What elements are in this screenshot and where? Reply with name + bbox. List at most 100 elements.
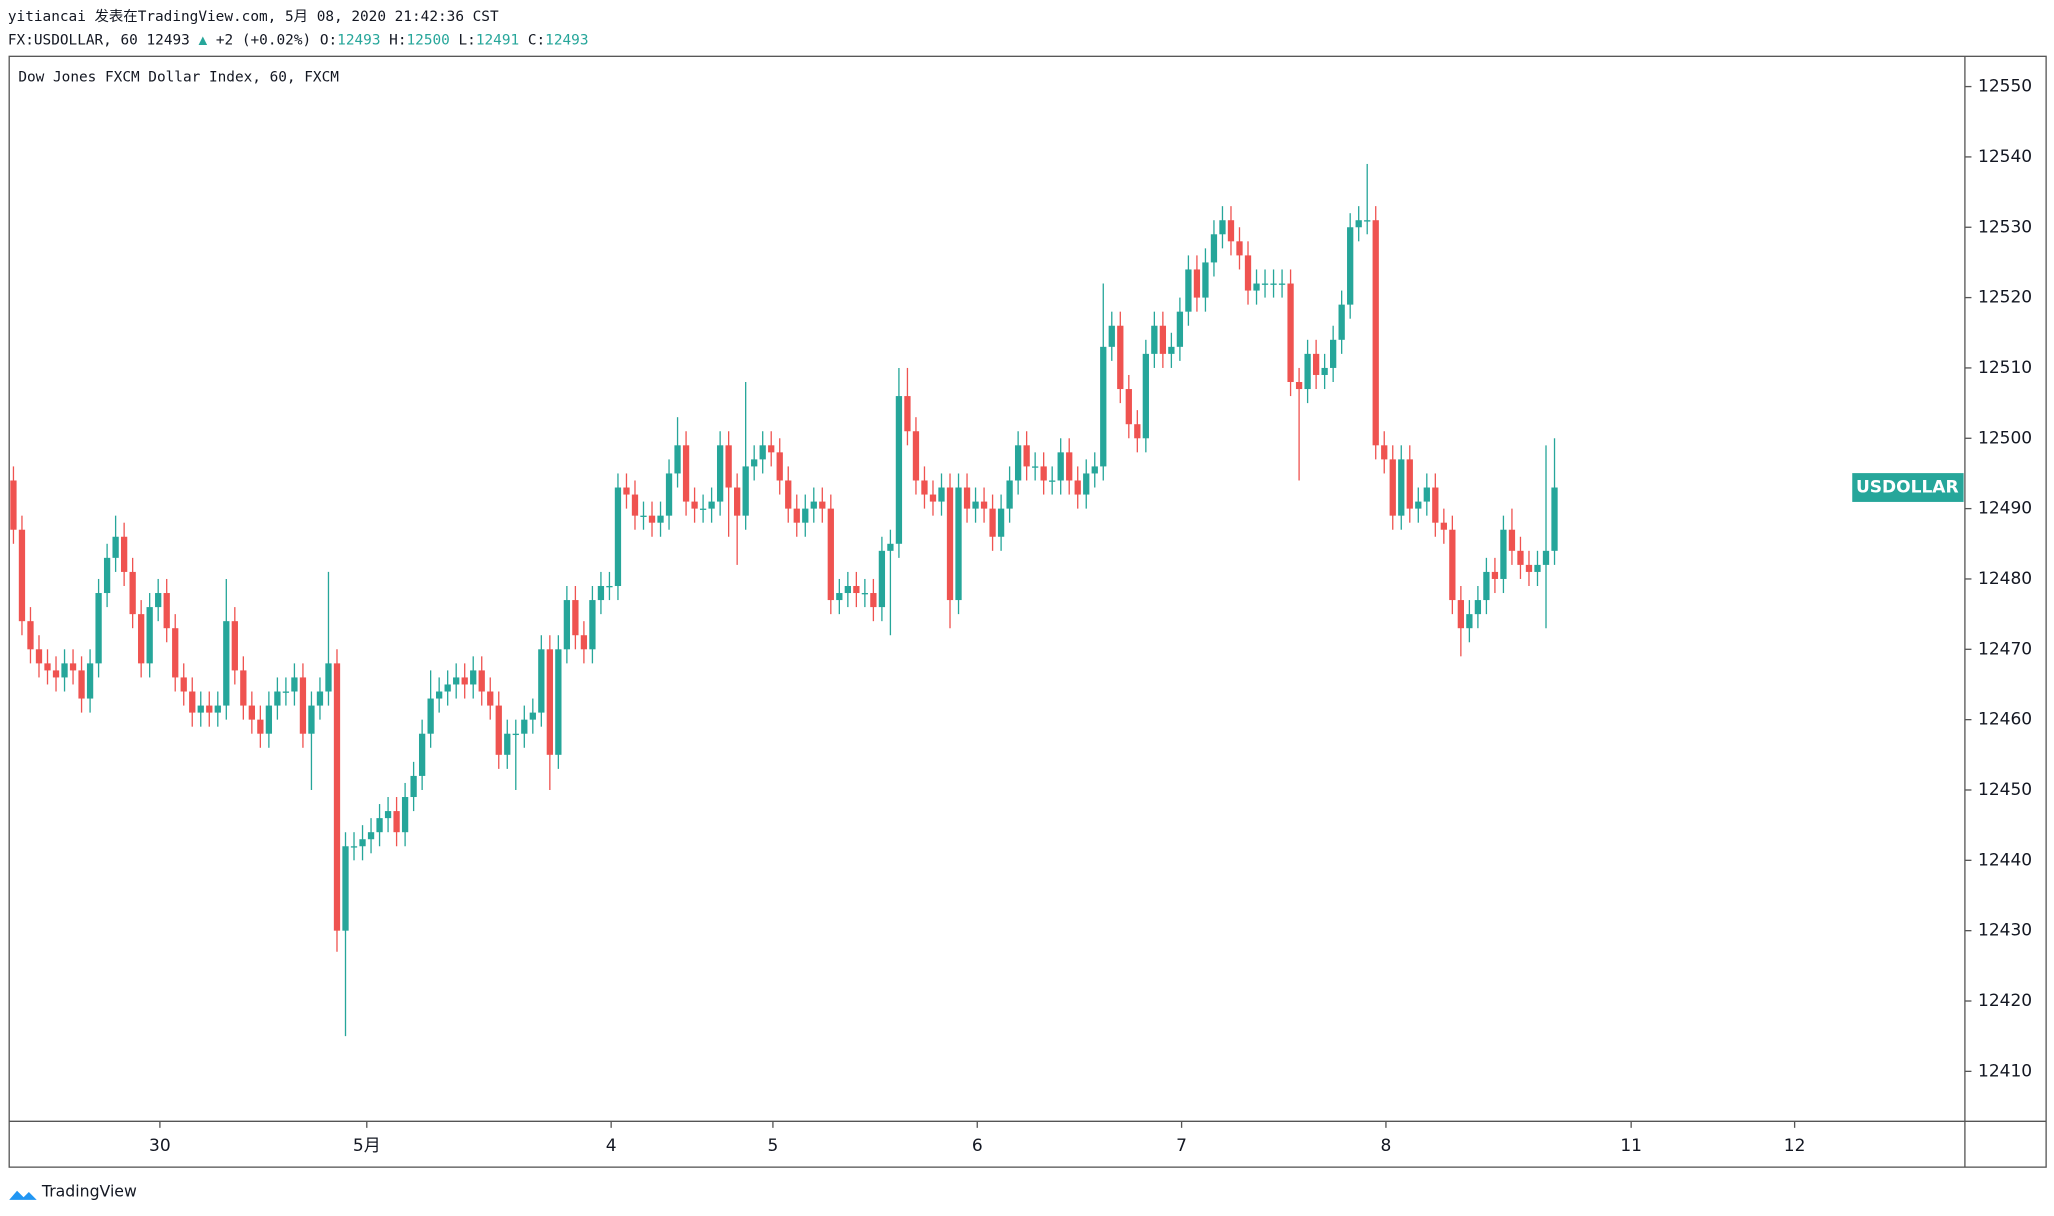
frame xyxy=(8,55,2047,1168)
y-tick-label: 12530 xyxy=(1978,217,2032,237)
candle-body xyxy=(546,649,553,755)
candle-body xyxy=(1236,241,1243,256)
candle-body xyxy=(129,571,136,615)
candle-body xyxy=(1202,262,1209,298)
candle-body xyxy=(1517,550,1524,565)
chart-title: Dow Jones FXCM Dollar Index, 60, FXCM xyxy=(18,69,339,85)
candle-body xyxy=(1066,452,1073,481)
candle-body xyxy=(504,733,511,755)
candle-body xyxy=(521,719,528,734)
last-price: 12493 xyxy=(147,33,190,49)
candle-body xyxy=(470,670,477,685)
candle-body xyxy=(1253,283,1260,291)
candle-body xyxy=(282,691,290,693)
candle-body xyxy=(1372,220,1379,446)
candle-body xyxy=(887,543,894,551)
candle-body xyxy=(512,733,519,736)
candle-body xyxy=(589,600,596,650)
candle-body xyxy=(495,705,502,755)
y-tick-label: 12440 xyxy=(1978,850,2032,870)
candle-body xyxy=(333,663,341,931)
candle-body xyxy=(1483,571,1490,601)
x-tick-label: 4 xyxy=(606,1136,617,1156)
candle-body xyxy=(1185,269,1192,312)
candle-body xyxy=(78,670,85,699)
candle-body xyxy=(146,607,153,664)
candle-body xyxy=(103,557,111,594)
candle-body xyxy=(478,670,485,692)
candle-body xyxy=(1440,522,1447,530)
candle-body xyxy=(529,712,536,720)
candle-body xyxy=(86,663,94,699)
candle-body xyxy=(699,508,707,510)
candle-body xyxy=(606,585,613,588)
candle-body xyxy=(1023,445,1030,467)
candle-body xyxy=(946,487,954,601)
candle-body xyxy=(1508,529,1516,551)
candle-body xyxy=(231,621,238,671)
series-label: USDOLLAR xyxy=(1856,478,1959,498)
candle-body xyxy=(1500,529,1507,579)
candle-body xyxy=(665,473,673,516)
candle-body xyxy=(240,670,247,706)
candle-body xyxy=(1108,325,1115,347)
high-label: H: xyxy=(389,33,406,49)
logo-icon xyxy=(9,1190,37,1200)
candle-body xyxy=(921,480,928,495)
candle-body xyxy=(580,635,588,650)
candle-body xyxy=(197,705,204,713)
x-tick-label: 5月 xyxy=(353,1136,381,1156)
candle-body xyxy=(759,445,766,460)
candle-body xyxy=(980,501,988,509)
x-tick-label: 11 xyxy=(1620,1136,1642,1156)
arrow: ▲ xyxy=(199,33,208,49)
open-value: 12493 xyxy=(337,33,380,49)
candle-body xyxy=(1534,564,1541,572)
brand: TradingView xyxy=(41,1182,137,1201)
y-tick-label: 12490 xyxy=(1978,499,2032,519)
candle-body xyxy=(1525,564,1533,572)
candle-body xyxy=(955,487,962,601)
candle-body xyxy=(316,691,324,706)
candle-body xyxy=(453,677,460,685)
candle-body xyxy=(1432,487,1439,523)
close-value: 12493 xyxy=(545,33,588,49)
candle-body xyxy=(120,536,128,572)
candle-body xyxy=(257,719,264,734)
candle-body xyxy=(401,797,409,833)
candle-body xyxy=(1091,466,1098,474)
candle-body xyxy=(674,445,681,474)
candle-body xyxy=(1057,452,1064,481)
candle-body xyxy=(716,445,724,502)
candle-body xyxy=(572,600,579,636)
candle-body xyxy=(427,698,434,734)
candle-body xyxy=(1032,466,1039,468)
candle-body xyxy=(989,508,996,537)
candle-body xyxy=(810,501,817,509)
candle-body xyxy=(350,846,358,848)
candle-body xyxy=(1355,220,1362,228)
candle-body xyxy=(342,846,349,931)
candle-body xyxy=(274,691,281,706)
candle-body xyxy=(180,677,187,692)
candle-body xyxy=(444,684,451,692)
low-value: 12491 xyxy=(476,33,519,49)
candle-body xyxy=(223,621,230,706)
candle-body xyxy=(189,691,196,713)
candle-body xyxy=(1040,466,1047,481)
candle-body xyxy=(563,600,571,650)
candle-body xyxy=(819,501,826,509)
candle-body xyxy=(657,515,664,523)
candle-body xyxy=(418,733,426,776)
candle-body xyxy=(1295,382,1303,390)
y-tick-label: 12450 xyxy=(1978,780,2032,800)
candle-body xyxy=(904,396,911,432)
candle-body xyxy=(853,585,860,594)
candle-body xyxy=(1210,234,1218,263)
candle-body xyxy=(938,487,945,502)
candle-body xyxy=(963,487,971,509)
footer-logo: TradingView xyxy=(9,1182,137,1201)
candle-body xyxy=(1278,283,1286,285)
candle-body xyxy=(640,515,647,517)
